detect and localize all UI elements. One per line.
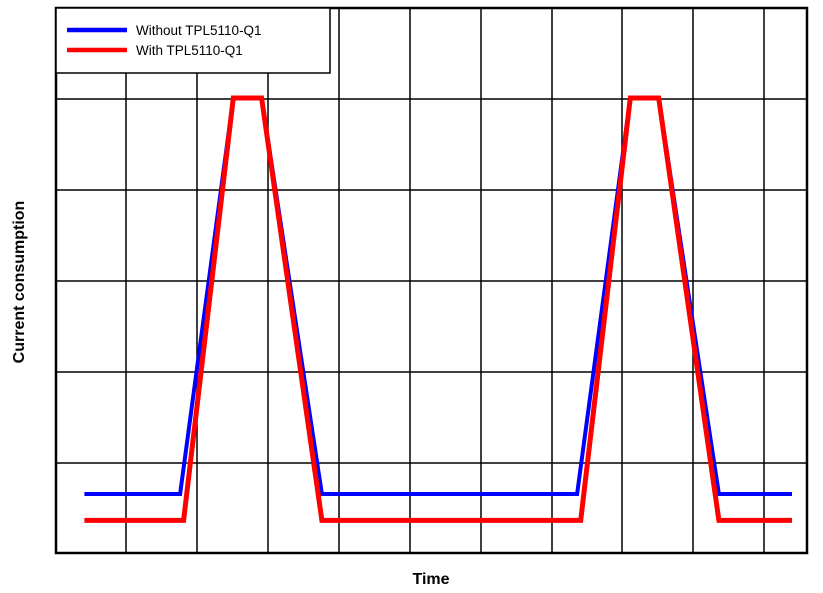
legend-label-without: Without TPL5110-Q1 <box>136 23 262 38</box>
x-axis-label: Time <box>412 571 449 588</box>
plot-frame <box>54 6 809 555</box>
y-axis-label: Current consumption <box>11 201 28 364</box>
legend-label-with: With TPL5110-Q1 <box>136 43 243 58</box>
legend: Without TPL5110-Q1 With TPL5110-Q1 <box>55 7 331 74</box>
series-group <box>84 95 792 523</box>
legend-box <box>55 7 331 74</box>
grid <box>56 8 807 553</box>
series-line-with-tpl5110-q1 <box>84 95 792 523</box>
